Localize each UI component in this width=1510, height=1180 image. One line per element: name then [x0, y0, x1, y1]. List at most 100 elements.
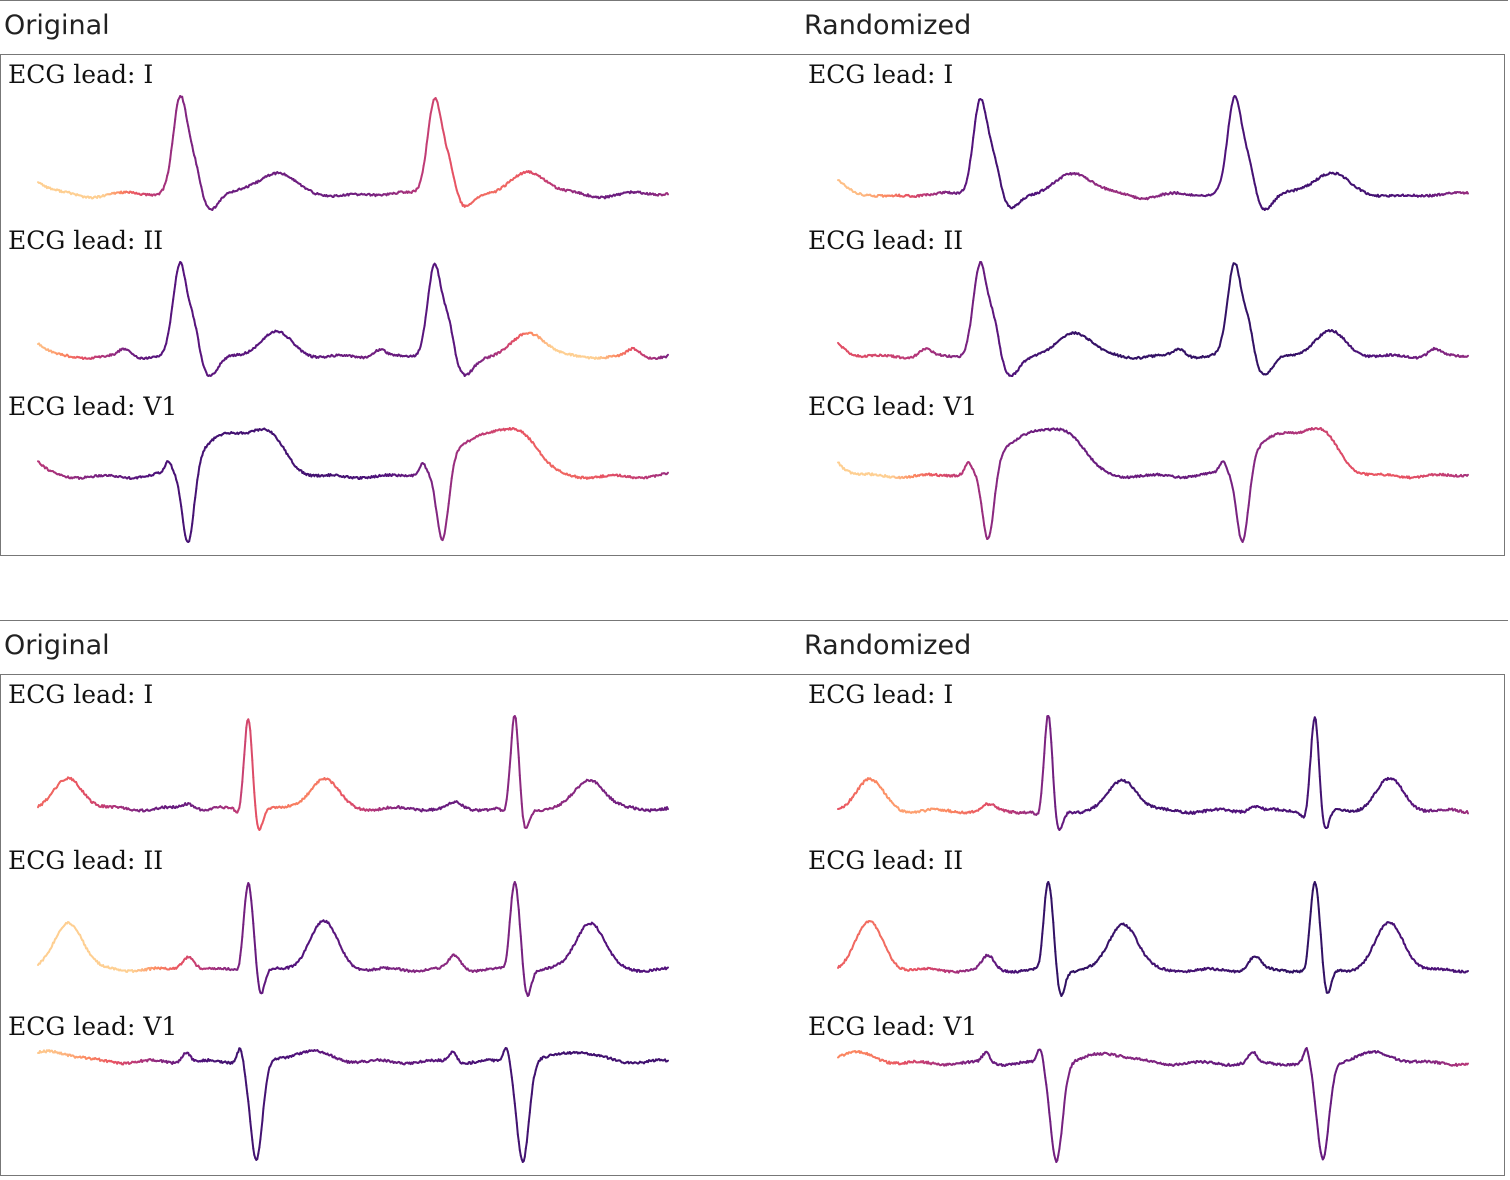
ecg-trace-segment — [519, 789, 523, 805]
ecg-trace-segment — [243, 740, 247, 756]
ecg-trace-original-lead-i — [37, 715, 669, 831]
lead-label-i: ECG lead: I — [8, 60, 154, 89]
ecg-trace-segment — [515, 888, 519, 902]
group-divider — [0, 620, 1508, 621]
ecg-trace-segment — [240, 780, 244, 794]
ecg-trace-segment — [197, 465, 201, 476]
ecg-trace-segment — [1227, 283, 1231, 294]
ecg-trace-segment — [423, 152, 427, 162]
ecg-trace-segment — [169, 313, 173, 324]
ecg-trace-segment — [173, 283, 177, 293]
ecg-trace-segment — [251, 759, 255, 779]
ecg-trace-segment — [436, 268, 440, 277]
ecg-trace-segment — [191, 514, 195, 525]
ecg-trace-segment — [507, 921, 511, 937]
ecg-trace-segment — [436, 517, 440, 527]
ecg-trace-segment — [451, 464, 455, 473]
ecg-trace-original-lead-v1 — [37, 427, 669, 543]
ecg-trace-segment — [172, 290, 176, 301]
ecg-trace-segment — [1246, 504, 1250, 514]
ecg-trace-segment — [1237, 526, 1241, 536]
ecg-trace-segment — [1222, 158, 1226, 168]
ecg-trace-segment — [448, 485, 452, 497]
ecg-trace-segment — [449, 477, 453, 488]
example-group-1: Original Randomized ECG lead: I ECG lead… — [0, 0, 1510, 560]
ecg-trace-original-lead-ii — [37, 261, 669, 377]
ecg-trace-segment — [181, 512, 185, 524]
ecg-trace-segment — [250, 744, 254, 762]
ecg-trace-segment — [508, 909, 512, 924]
ecg-trace-segment — [257, 980, 261, 991]
ecg-trace-segment — [516, 899, 520, 911]
ecg-trace-segment — [511, 716, 515, 726]
group-divider — [0, 0, 1508, 1]
ecg-trace-segment — [443, 136, 447, 145]
ecg-trace-segment — [666, 192, 669, 196]
ecg-trace-segment — [179, 498, 183, 508]
ecg-trace-segment — [994, 485, 998, 495]
ecg-trace-segment — [969, 316, 973, 327]
ecg-trace-segment — [516, 742, 520, 759]
ecg-trace-segment — [170, 142, 174, 152]
ecg-trace-segment — [425, 301, 429, 312]
lead-label-v1: ECG lead: V1 — [808, 1012, 978, 1041]
ecg-trace-segment — [424, 309, 428, 319]
ecg-trace-segment — [521, 962, 525, 976]
lead-label-ii: ECG lead: II — [8, 226, 164, 255]
ecg-trace-segment — [971, 299, 975, 310]
ecg-trace-segment — [427, 285, 431, 295]
ecg-trace-segment — [1225, 134, 1229, 146]
ecg-trace-segment — [1239, 115, 1243, 124]
ecg-trace-segment — [195, 478, 199, 490]
ecg-trace-segment — [504, 954, 508, 963]
ecg-trace-segment — [241, 923, 245, 938]
lead-label-v1: ECG lead: V1 — [8, 1012, 178, 1041]
ecg-trace-segment — [252, 922, 256, 938]
ecg-trace-segment — [520, 948, 524, 965]
ecg-trace-segment — [438, 278, 442, 287]
ecg-trace-segment — [1225, 298, 1229, 309]
ecg-trace-segment — [1222, 321, 1226, 331]
ecg-trace-segment — [971, 136, 975, 149]
lead-label-v1: ECG lead: V1 — [808, 392, 978, 421]
ecg-trace-segment — [505, 789, 509, 801]
ecg-trace-segment — [450, 470, 454, 480]
ecg-trace-segment — [1234, 505, 1238, 515]
ecg-trace-segment — [1228, 111, 1232, 121]
lead-label-i: ECG lead: I — [8, 680, 154, 709]
ecg-trace-segment — [518, 923, 522, 938]
ecg-trace-segment — [522, 973, 526, 986]
ecg-trace-segment — [426, 292, 430, 304]
ecg-trace-segment — [1224, 143, 1228, 152]
ecg-trace-segment — [666, 471, 669, 475]
ecg-trace-segment — [1466, 191, 1469, 195]
ecg-trace-segment — [1249, 478, 1253, 488]
ecg-trace-segment — [977, 484, 981, 493]
ecg-trace-segment — [1227, 118, 1231, 128]
ecg-trace-segment — [1250, 472, 1254, 481]
ecg-trace-segment — [173, 118, 177, 129]
ecg-trace-segment — [509, 736, 513, 754]
ecg-trace-segment — [1245, 511, 1249, 524]
ecg-trace-segment — [517, 908, 521, 926]
ecg-trace-segment — [1226, 125, 1230, 137]
ecg-trace-segment — [970, 307, 974, 319]
ecg-trace-randomized-lead-v1 — [837, 427, 1469, 543]
ecg-trace-segment — [979, 496, 983, 505]
ecg-trace-segment — [522, 820, 526, 829]
panel-title-original: Original — [4, 10, 110, 41]
ecg-trace-segment — [174, 109, 178, 121]
ecg-trace-segment — [444, 518, 448, 528]
ecg-trace-segment — [193, 496, 197, 506]
ecg-trace-segment — [240, 935, 244, 949]
ecg-trace-segment — [1243, 528, 1247, 537]
ecg-trace-original-lead-ii — [37, 881, 669, 997]
ecg-trace-segment — [180, 505, 184, 515]
ecg-trace-segment — [184, 108, 188, 117]
ecg-trace-segment — [245, 885, 249, 894]
ecg-trace-segment — [1248, 485, 1252, 498]
ecg-trace-segment — [435, 511, 439, 520]
ecg-trace-segment — [510, 724, 514, 739]
ecg-trace-segment — [1229, 105, 1233, 114]
ecg-trace-segment — [1233, 498, 1237, 507]
